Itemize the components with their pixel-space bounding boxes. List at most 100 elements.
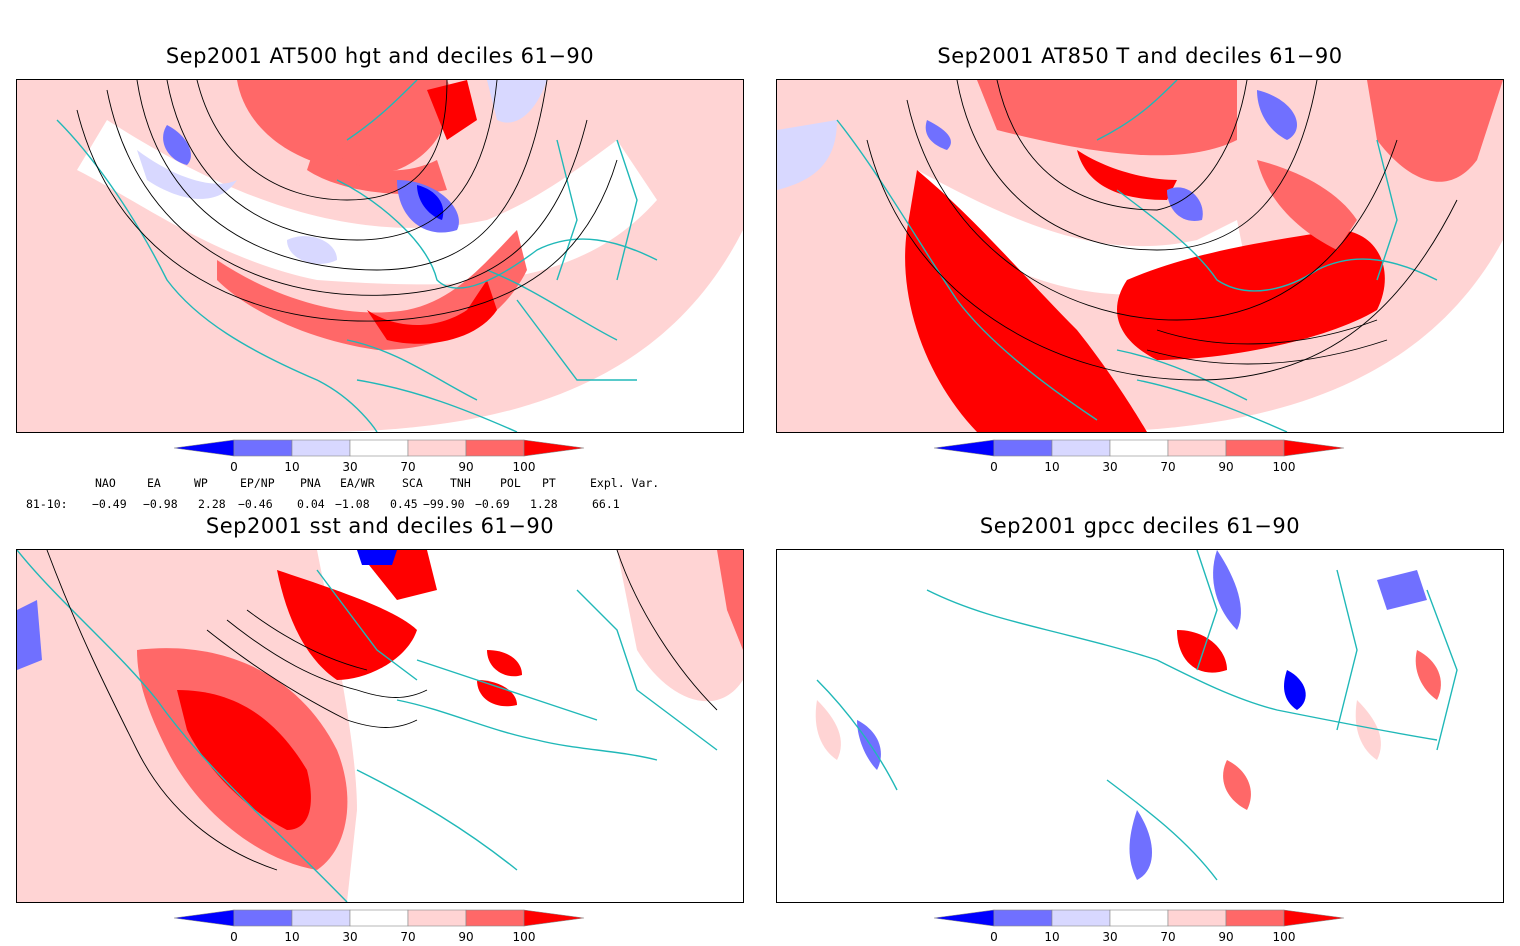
colorbar-tick-label: 0: [990, 460, 998, 474]
index-header: WP: [194, 476, 208, 490]
colorbar-swatches: [933, 439, 1345, 457]
colorbar-swatch-2: [291, 439, 351, 457]
index-header: Expl. Var.: [590, 476, 660, 490]
map-panel-hgt500: [16, 79, 744, 433]
coastlines: [816, 550, 1458, 881]
colorbar-swatch-5: [1225, 439, 1285, 457]
colorbar-tick-label: 70: [400, 460, 416, 474]
colorbar-tick-label: 30: [342, 460, 358, 474]
colorbar-swatch-2: [1051, 909, 1111, 927]
contours: [46, 550, 718, 871]
index-header: POL: [500, 476, 521, 490]
index-value: 2.28: [198, 497, 226, 511]
colorbar-tick-label: 30: [342, 930, 358, 944]
colorbar-swatch-5: [465, 909, 525, 927]
colorbar-swatches: [933, 909, 1345, 927]
colorbar-swatch-3: [349, 439, 409, 457]
colorbar-top-left: 0 10 30 70 90 100: [173, 438, 586, 474]
colorbar-arrow-high: [523, 439, 585, 457]
colorbar-arrow-low: [173, 439, 235, 457]
decile-shading: [17, 550, 743, 902]
colorbar-tick-label: 30: [1102, 460, 1118, 474]
panel-title-t850: Sep2001 AT850 T and deciles 61−90: [937, 44, 1343, 68]
map-panel-gpcc: [776, 549, 1504, 903]
colorbar-swatches: [173, 439, 585, 457]
index-header: NAO: [95, 476, 116, 490]
map-gpcc: [815, 550, 1458, 881]
colorbar-arrow-low: [173, 909, 235, 927]
colorbar-swatches: [173, 909, 585, 927]
index-value: −0.46: [238, 497, 273, 511]
contours: [866, 80, 1458, 381]
colorbar-arrow-low: [933, 439, 995, 457]
colorbar-arrow-low: [933, 909, 995, 927]
colorbar-tick-label: 70: [1160, 930, 1176, 944]
colorbar-bottom-left: 0 10 30 70 90 100: [173, 908, 586, 944]
colorbar-swatch-4: [407, 439, 467, 457]
index-value: −1.08: [335, 497, 370, 511]
colorbar-tick-label: 100: [1272, 460, 1296, 474]
index-header: TNH: [450, 476, 471, 490]
map-hgt500: [17, 80, 743, 432]
index-row-label: 81-10:: [26, 497, 68, 511]
colorbar-tick-label: 100: [1272, 930, 1296, 944]
colorbar-tick-label: 10: [1044, 930, 1060, 944]
colorbar-swatch-4: [1167, 909, 1227, 927]
index-header: SCA: [402, 476, 423, 490]
decile-shading: [777, 80, 1503, 432]
coastlines: [56, 80, 658, 432]
colorbar-tick-label: 90: [1218, 460, 1234, 474]
colorbar-swatch-2: [291, 909, 351, 927]
colorbar-swatch-1: [993, 909, 1053, 927]
map-panel-sst: [16, 549, 744, 903]
index-value: −0.98: [143, 497, 178, 511]
colorbar-tick-label: 10: [1044, 460, 1060, 474]
colorbar-swatch-2: [1051, 439, 1111, 457]
colorbar-tick-label: 100: [512, 460, 536, 474]
colorbar-swatch-4: [1167, 439, 1227, 457]
contours: [76, 80, 618, 322]
colorbar-bottom-right: 0 10 30 70 90 100: [933, 908, 1346, 944]
index-value: −0.69: [475, 497, 510, 511]
index-header: EA/WR: [340, 476, 375, 490]
colorbar-tick-label: 0: [230, 460, 238, 474]
decile-shading: [815, 550, 1441, 880]
colorbar-swatch-5: [465, 439, 525, 457]
index-value: 1.28: [530, 497, 558, 511]
colorbar-swatch-4: [407, 909, 467, 927]
indices-value-row: 81-10: −0.49 −0.98 2.28 −0.46 0.04 −1.08…: [0, 497, 760, 511]
colorbar-tick-label: 30: [1102, 930, 1118, 944]
colorbar-tick-label: 0: [990, 930, 998, 944]
colorbar-tick-label: 10: [284, 460, 300, 474]
index-value: 66.1: [592, 497, 620, 511]
colorbar-swatch-3: [1109, 439, 1169, 457]
colorbar-swatch-1: [233, 439, 293, 457]
map-t850: [777, 80, 1503, 432]
indices-header-row: NAO EA WP EP/NP PNA EA/WR SCA TNH POL PT…: [0, 476, 760, 490]
panel-title-sst: Sep2001 sst and deciles 61−90: [205, 514, 555, 538]
colorbar-swatch-1: [993, 439, 1053, 457]
index-header: PT: [542, 476, 556, 490]
index-header: EA: [147, 476, 161, 490]
index-value: −99.90: [423, 497, 465, 511]
map-panel-t850: [776, 79, 1504, 433]
map-sst: [17, 550, 743, 902]
colorbar-tick-label: 90: [458, 460, 474, 474]
colorbar-top-right: 0 10 30 70 90 100: [933, 438, 1346, 474]
colorbar-arrow-high: [1283, 909, 1345, 927]
colorbar-arrow-high: [1283, 439, 1345, 457]
index-header: PNA: [300, 476, 321, 490]
panel-title-hgt500: Sep2001 AT500 hgt and deciles 61−90: [165, 44, 595, 68]
colorbar-tick-label: 0: [230, 930, 238, 944]
colorbar-tick-label: 70: [1160, 460, 1176, 474]
panel-title-gpcc: Sep2001 gpcc deciles 61−90: [979, 514, 1301, 538]
coastlines: [17, 550, 718, 902]
index-header: EP/NP: [240, 476, 275, 490]
colorbar-tick-label: 90: [1218, 930, 1234, 944]
colorbar-arrow-high: [523, 909, 585, 927]
colorbar-swatch-5: [1225, 909, 1285, 927]
colorbar-tick-label: 100: [512, 930, 536, 944]
colorbar-tick-label: 70: [400, 930, 416, 944]
colorbar-swatch-3: [1109, 909, 1169, 927]
colorbar-swatch-1: [233, 909, 293, 927]
